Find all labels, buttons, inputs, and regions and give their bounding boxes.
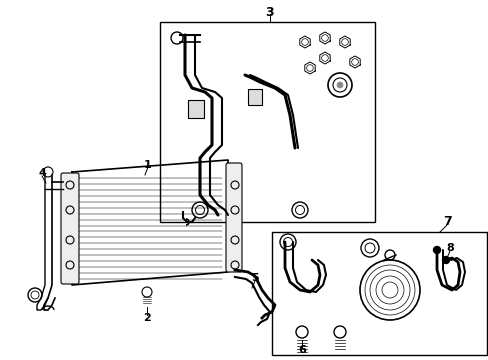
Text: 4: 4 [38,168,46,178]
Text: 5: 5 [251,273,258,283]
Bar [271,232,486,355]
FancyBboxPatch shape [61,173,79,284]
Text: 7: 7 [443,216,451,229]
Text: 8: 8 [445,243,453,253]
Circle shape [336,82,342,88]
Circle shape [433,247,440,253]
Circle shape [442,256,448,264]
Text: 2: 2 [143,313,151,323]
Text: 1: 1 [144,160,152,170]
Text: 3: 3 [265,5,274,18]
Bar [160,22,374,222]
Bar [187,100,203,118]
Text: 6: 6 [298,345,305,355]
Bar [247,89,262,105]
FancyBboxPatch shape [225,163,242,272]
